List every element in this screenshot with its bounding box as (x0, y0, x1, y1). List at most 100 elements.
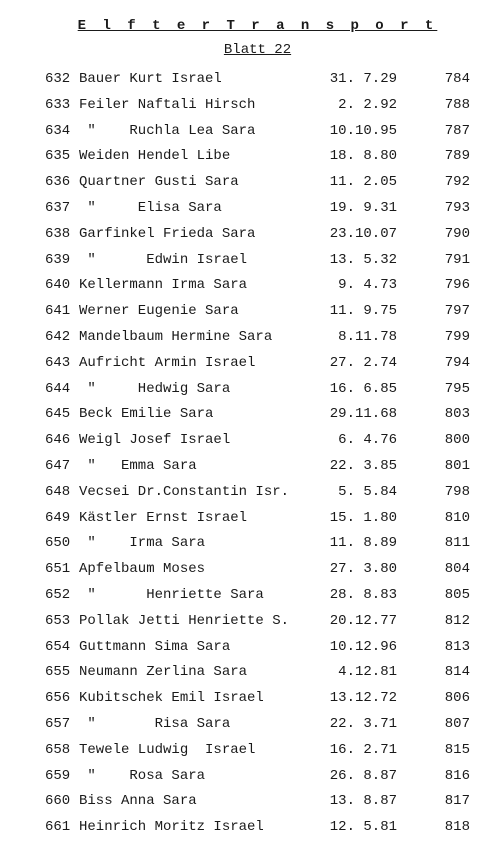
record-name: " Edwin Israel (79, 253, 297, 267)
record-name: Garfinkel Frieda Sara (79, 227, 297, 241)
record-date: 2. 2.92 (297, 98, 397, 112)
record-row: 637 " Elisa Sara19. 9.31793 (45, 201, 470, 215)
record-row: 636Quartner Gusti Sara11. 2.05792 (45, 175, 470, 189)
record-id: 807 (397, 717, 470, 731)
record-id: 797 (397, 304, 470, 318)
page-title: E l f t e r T r a n s p o r t (45, 18, 470, 34)
record-row: 642Mandelbaum Hermine Sara 8.11.78799 (45, 330, 470, 344)
record-date: 23.10.07 (297, 227, 397, 241)
record-date: 13.12.72 (297, 691, 397, 705)
record-id: 794 (397, 356, 470, 370)
record-date: 16. 2.71 (297, 743, 397, 757)
record-number: 652 (45, 588, 79, 602)
record-number: 633 (45, 98, 79, 112)
record-row: 655Neumann Zerlina Sara 4.12.81814 (45, 665, 470, 679)
record-name: " Emma Sara (79, 459, 297, 473)
record-name: " Rosa Sara (79, 769, 297, 783)
record-number: 661 (45, 820, 79, 834)
record-id: 815 (397, 743, 470, 757)
record-id: 787 (397, 124, 470, 138)
record-row: 658Tewele Ludwig Israel16. 2.71815 (45, 743, 470, 757)
record-date: 8.11.78 (297, 330, 397, 344)
record-date: 4.12.81 (297, 665, 397, 679)
page-subtitle: Blatt 22 (45, 42, 470, 58)
record-row: 644 " Hedwig Sara16. 6.85795 (45, 382, 470, 396)
record-id: 806 (397, 691, 470, 705)
record-id: 795 (397, 382, 470, 396)
record-row: 661Heinrich Moritz Israel12. 5.81818 (45, 820, 470, 834)
record-row: 660Biss Anna Sara13. 8.87817 (45, 794, 470, 808)
record-row: 654Guttmann Sima Sara10.12.96813 (45, 640, 470, 654)
record-id: 789 (397, 149, 470, 163)
record-name: Pollak Jetti Henriette S. (79, 614, 297, 628)
record-id: 784 (397, 72, 470, 86)
record-row: 656Kubitschek Emil Israel13.12.72806 (45, 691, 470, 705)
record-date: 31. 7.29 (297, 72, 397, 86)
record-id: 799 (397, 330, 470, 344)
record-row: 643Aufricht Armin Israel27. 2.74794 (45, 356, 470, 370)
record-name: Neumann Zerlina Sara (79, 665, 297, 679)
record-number: 657 (45, 717, 79, 731)
record-name: Kästler Ernst Israel (79, 511, 297, 525)
record-row: 634 " Ruchla Lea Sara10.10.95787 (45, 124, 470, 138)
document-page: E l f t e r T r a n s p o r t Blatt 22 6… (0, 0, 500, 834)
record-id: 818 (397, 820, 470, 834)
record-id: 788 (397, 98, 470, 112)
record-number: 658 (45, 743, 79, 757)
record-number: 651 (45, 562, 79, 576)
record-date: 28. 8.83 (297, 588, 397, 602)
record-date: 11. 9.75 (297, 304, 397, 318)
record-number: 638 (45, 227, 79, 241)
record-number: 642 (45, 330, 79, 344)
record-date: 16. 6.85 (297, 382, 397, 396)
record-name: Biss Anna Sara (79, 794, 297, 808)
record-date: 6. 4.76 (297, 433, 397, 447)
record-name: Mandelbaum Hermine Sara (79, 330, 297, 344)
record-date: 11. 2.05 (297, 175, 397, 189)
record-name: Guttmann Sima Sara (79, 640, 297, 654)
record-id: 804 (397, 562, 470, 576)
record-date: 13. 5.32 (297, 253, 397, 267)
record-number: 643 (45, 356, 79, 370)
record-number: 650 (45, 536, 79, 550)
record-date: 11. 8.89 (297, 536, 397, 550)
record-row: 648Vecsei Dr.Constantin Isr. 5. 5.84798 (45, 485, 470, 499)
record-name: Apfelbaum Moses (79, 562, 297, 576)
record-number: 647 (45, 459, 79, 473)
record-date: 12. 5.81 (297, 820, 397, 834)
record-name: " Elisa Sara (79, 201, 297, 215)
record-number: 632 (45, 72, 79, 86)
record-number: 637 (45, 201, 79, 215)
record-name: Weigl Josef Israel (79, 433, 297, 447)
record-name: " Ruchla Lea Sara (79, 124, 297, 138)
record-list: 632Bauer Kurt Israel31. 7.29784633Feiler… (45, 72, 470, 834)
record-date: 20.12.77 (297, 614, 397, 628)
record-name: Weiden Hendel Libe (79, 149, 297, 163)
record-row: 645Beck Emilie Sara29.11.68803 (45, 407, 470, 421)
record-name: Aufricht Armin Israel (79, 356, 297, 370)
record-name: Werner Eugenie Sara (79, 304, 297, 318)
record-date: 26. 8.87 (297, 769, 397, 783)
record-name: " Henriette Sara (79, 588, 297, 602)
record-date: 22. 3.71 (297, 717, 397, 731)
record-id: 800 (397, 433, 470, 447)
record-number: 653 (45, 614, 79, 628)
record-number: 648 (45, 485, 79, 499)
record-id: 792 (397, 175, 470, 189)
record-row: 632Bauer Kurt Israel31. 7.29784 (45, 72, 470, 86)
record-id: 816 (397, 769, 470, 783)
record-name: Bauer Kurt Israel (79, 72, 297, 86)
record-number: 641 (45, 304, 79, 318)
record-number: 649 (45, 511, 79, 525)
record-number: 635 (45, 149, 79, 163)
record-id: 803 (397, 407, 470, 421)
record-date: 10.12.96 (297, 640, 397, 654)
record-date: 27. 2.74 (297, 356, 397, 370)
record-number: 659 (45, 769, 79, 783)
record-row: 657 " Risa Sara22. 3.71807 (45, 717, 470, 731)
record-date: 13. 8.87 (297, 794, 397, 808)
record-name: Quartner Gusti Sara (79, 175, 297, 189)
record-row: 653Pollak Jetti Henriette S.20.12.77812 (45, 614, 470, 628)
record-date: 27. 3.80 (297, 562, 397, 576)
record-number: 644 (45, 382, 79, 396)
